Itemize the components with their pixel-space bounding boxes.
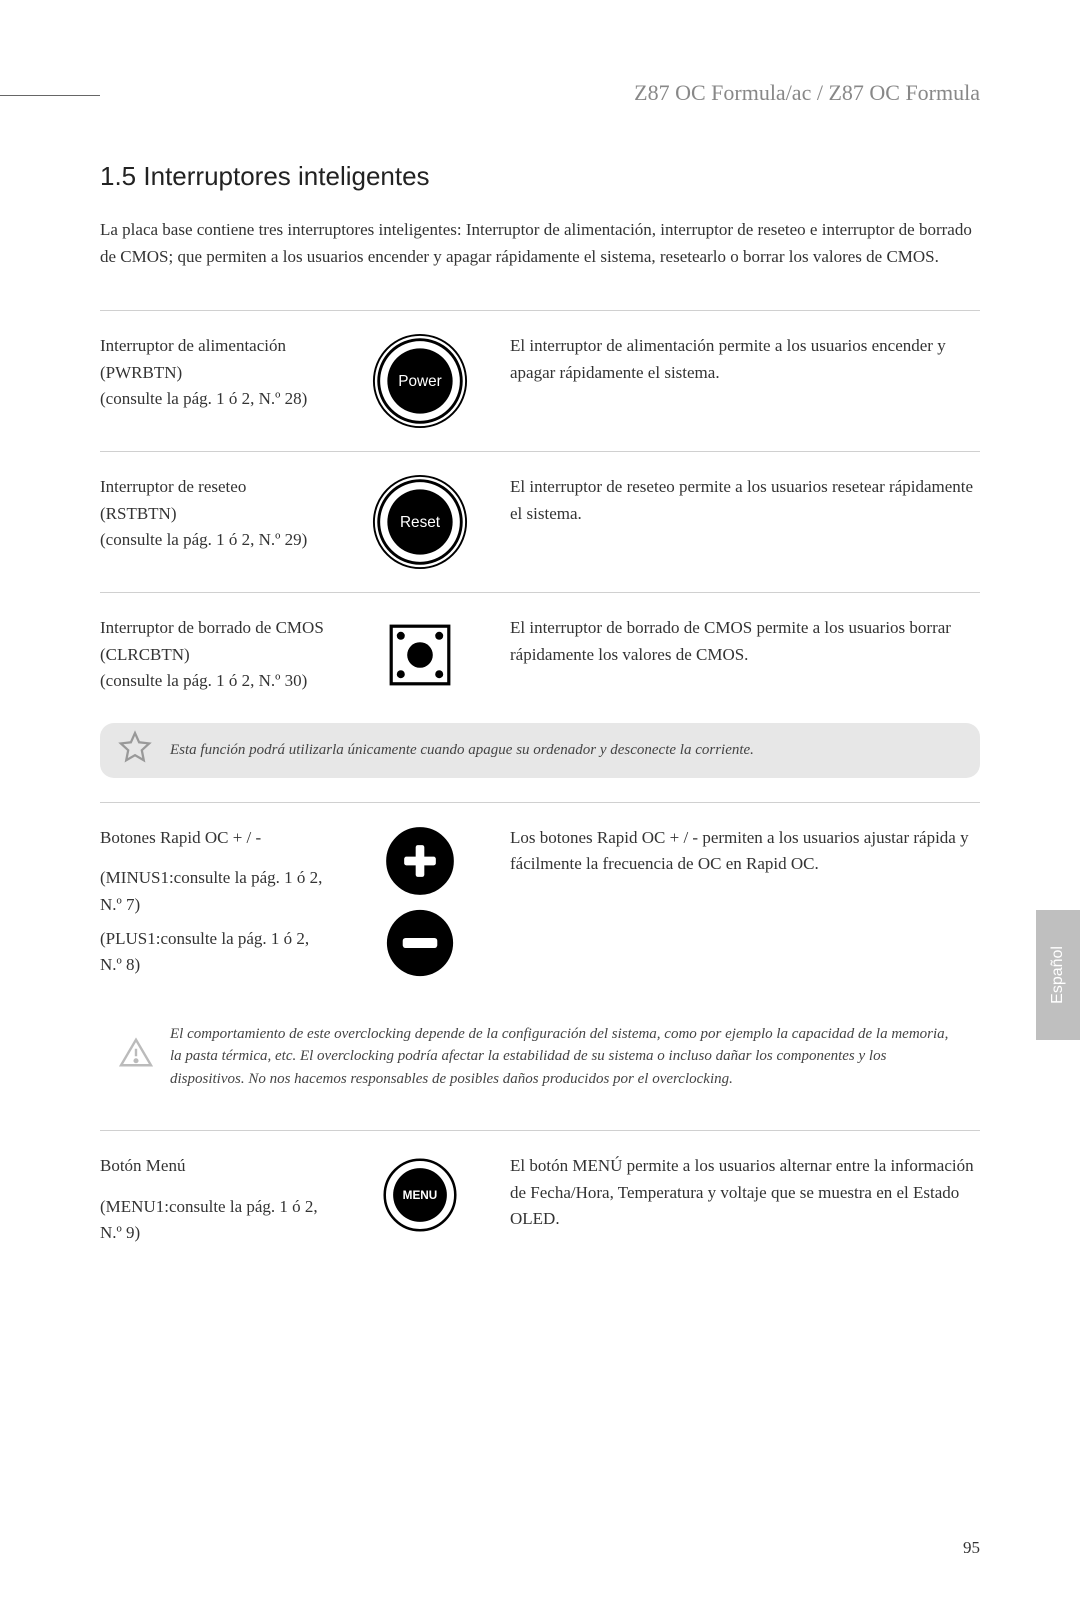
notice-star: Esta función podrá utilizarla únicamente…	[100, 723, 980, 778]
warning-icon	[118, 1035, 154, 1079]
menu-left: Botón Menú (MENU1:consulte la pág. 1 ó 2…	[100, 1153, 330, 1246]
row-cmos: Interruptor de borrado de CMOS (CLRCBTN)…	[100, 592, 980, 717]
page-number: 95	[963, 1538, 980, 1558]
power-left: Interruptor de alimentación (PWRBTN) (co…	[100, 333, 330, 412]
reset-button-icon: Reset	[372, 474, 468, 570]
menu-label: Botón Menú	[100, 1153, 330, 1179]
rapid-ref1: (MINUS1:consulte la pág. 1 ó 2, N.º 7)	[100, 865, 330, 918]
cmos-icon-cell	[350, 615, 490, 695]
language-tab: Español	[1036, 910, 1080, 1040]
cmos-desc: El interruptor de borrado de CMOS permit…	[510, 615, 980, 668]
section-heading: Interruptores inteligentes	[143, 161, 429, 191]
cmos-ref: (consulte la pág. 1 ó 2, N.º 30)	[100, 668, 330, 694]
menu-ref: (MENU1:consulte la pág. 1 ó 2, N.º 9)	[100, 1194, 330, 1247]
power-button-text: Power	[398, 373, 442, 390]
section-intro: La placa base contiene tres interruptore…	[100, 216, 980, 270]
power-ref: (consulte la pág. 1 ó 2, N.º 28)	[100, 386, 330, 412]
product-title: Z87 OC Formula/ac / Z87 OC Formula	[100, 80, 980, 106]
reset-ref: (consulte la pág. 1 ó 2, N.º 29)	[100, 527, 330, 553]
header-rule	[0, 95, 100, 96]
cmos-label: Interruptor de borrado de CMOS	[100, 615, 330, 641]
reset-left: Interruptor de reseteo (RSTBTN) (consult…	[100, 474, 330, 553]
reset-desc: El interruptor de reseteo permite a los …	[510, 474, 980, 527]
power-button-icon: Power	[372, 333, 468, 429]
rapid-label: Botones Rapid OC + / -	[100, 825, 330, 851]
notice-star-text: Esta función podrá utilizarla únicamente…	[170, 742, 754, 758]
reset-label: Interruptor de reseteo	[100, 474, 330, 500]
row-reset: Interruptor de reseteo (RSTBTN) (consult…	[100, 451, 980, 592]
row-menu: Botón Menú (MENU1:consulte la pág. 1 ó 2…	[100, 1130, 980, 1268]
cmos-code: (CLRCBTN)	[100, 642, 330, 668]
row-power: Interruptor de alimentación (PWRBTN) (co…	[100, 310, 980, 451]
power-code: (PWRBTN)	[100, 360, 330, 386]
row-rapid: Botones Rapid OC + / - (MINUS1:consulte …	[100, 803, 980, 1001]
menu-desc: El botón MENÚ permite a los usuarios alt…	[510, 1153, 980, 1232]
menu-button-text: MENU	[403, 1190, 438, 1203]
notice-warning: El comportamiento de este overclocking d…	[100, 1007, 980, 1107]
rapid-left: Botones Rapid OC + / - (MINUS1:consulte …	[100, 825, 330, 979]
reset-button-text: Reset	[400, 514, 441, 531]
menu-icon-cell: MENU	[350, 1153, 490, 1237]
language-tab-label: Español	[1049, 946, 1067, 1004]
menu-button-icon: MENU	[378, 1153, 462, 1237]
reset-code: (RSTBTN)	[100, 501, 330, 527]
section-number: 1.5	[100, 161, 136, 191]
reset-icon-cell: Reset	[350, 474, 490, 570]
power-icon-cell: Power	[350, 333, 490, 429]
rapid-desc: Los botones Rapid OC + / - permiten a lo…	[510, 825, 980, 878]
star-icon	[118, 730, 152, 772]
notice-warning-text: El comportamiento de este overclocking d…	[170, 1026, 948, 1087]
rapid-icon-cell	[350, 825, 490, 979]
power-label: Interruptor de alimentación	[100, 333, 330, 359]
power-desc: El interruptor de alimentación permite a…	[510, 333, 980, 386]
minus-button-icon	[384, 907, 456, 979]
rapid-ref2: (PLUS1:consulte la pág. 1 ó 2, N.º 8)	[100, 926, 330, 979]
cmos-left: Interruptor de borrado de CMOS (CLRCBTN)…	[100, 615, 330, 694]
plus-button-icon	[384, 825, 456, 897]
section-title: 1.5 Interruptores inteligentes	[100, 161, 980, 192]
cmos-button-icon	[380, 615, 460, 695]
